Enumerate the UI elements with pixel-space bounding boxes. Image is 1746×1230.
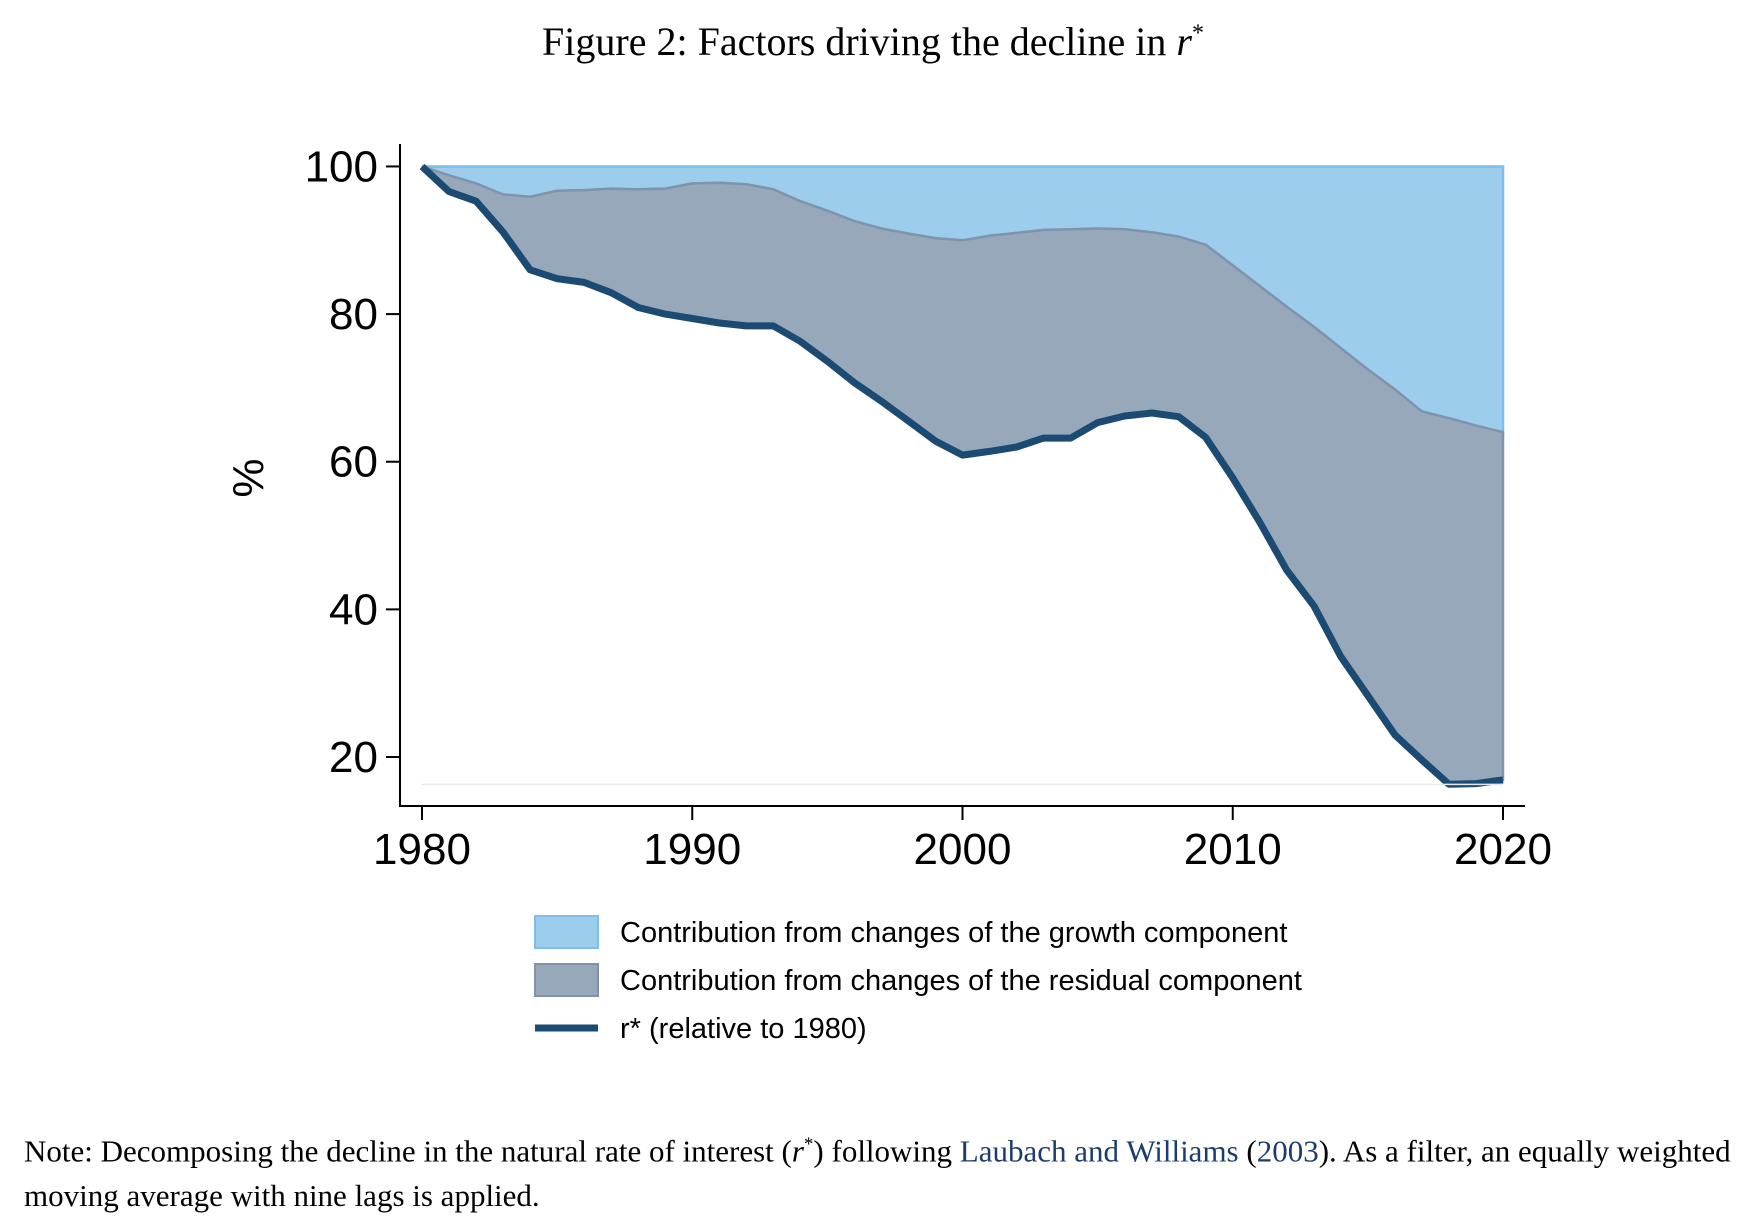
chart: 20 40 60 80 100 1980 1990 2000 2010 2020% Contrib… — [224, 142, 1552, 1045]
title-superscript: * — [1191, 20, 1204, 47]
rstar-line — [419, 163, 1504, 788]
title-text: Figure 2: Factors driving the decline in — [542, 19, 1167, 64]
figure-note: Note: Decomposing the decline in the nat… — [24, 1133, 1731, 1214]
legend: Contribution from changes of the growth … — [534, 915, 1302, 1045]
y-tick-label: 20 — [329, 733, 378, 782]
y-tick-label: 100 — [305, 142, 378, 191]
x-tick-label: 2000 — [914, 825, 1012, 874]
citation-link[interactable]: Laubach and Williams — [959, 1133, 1239, 1169]
x-tick-label: 1990 — [643, 825, 741, 874]
citation-year-link[interactable]: 2003 — [1256, 1133, 1319, 1169]
legend-label: r* (relative to 1980) — [620, 1013, 867, 1045]
y-tick-label: 80 — [329, 290, 378, 339]
x-tick-label: 2020 — [1454, 825, 1552, 874]
x-tick-label: 2010 — [1184, 825, 1282, 874]
plot-area — [419, 163, 1505, 788]
legend-label: Contribution from changes of the growth … — [620, 917, 1287, 949]
y-axis-label: % — [224, 458, 273, 497]
legend-label: Contribution from changes of the residua… — [620, 965, 1302, 997]
legend-swatch-residual — [534, 963, 599, 997]
y-tick-label: 60 — [329, 438, 378, 487]
figure-title: Figure 2: Factors driving the decline in… — [0, 18, 1746, 65]
title-symbol: r — [1176, 19, 1192, 64]
x-tick-label: 1980 — [373, 825, 471, 874]
legend-swatch-growth — [534, 915, 599, 949]
axes: 20 40 60 80 100 1980 1990 2000 2010 2020% — [224, 142, 1552, 874]
y-tick-label: 40 — [329, 585, 378, 634]
